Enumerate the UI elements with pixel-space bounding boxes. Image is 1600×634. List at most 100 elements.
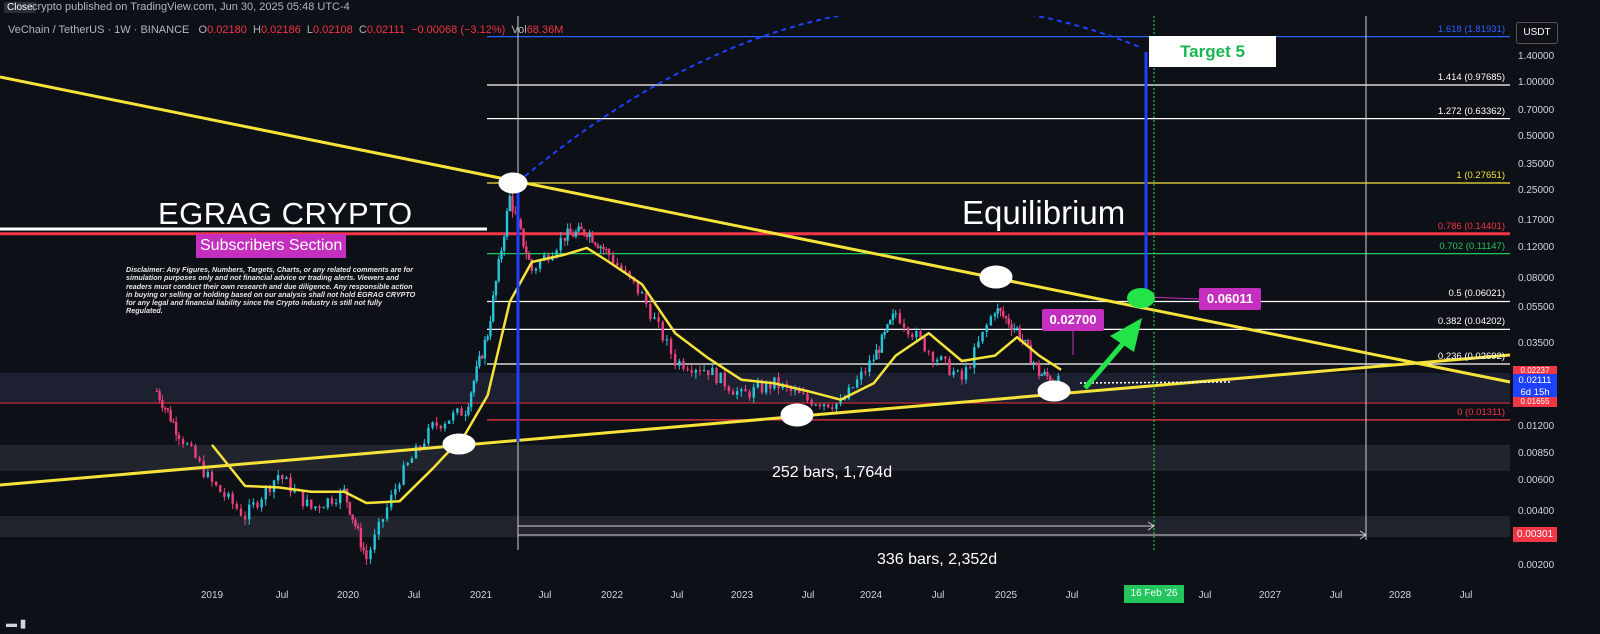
candle-body [305,499,309,506]
candle-body [868,360,871,372]
candle-body [886,324,889,332]
candle-body [210,471,214,482]
fib-label-6: 0.5 (0.06021) [1448,288,1505,300]
time-tick: Jul [407,590,421,601]
candle-body [818,404,822,407]
candle-body [334,503,338,505]
candle-body [354,519,357,527]
candle-body [522,228,525,247]
candle-body [875,349,878,360]
price-tick: 0.00600 [1518,474,1555,486]
equilibrium-label: Equilibrium [962,194,1126,231]
candle-body [1015,327,1019,329]
candle-body [505,210,509,237]
candle-body [394,488,397,495]
price-tick: 0.25000 [1518,184,1555,196]
tradingview-logo-icon: ▬ ▮ [6,618,27,630]
candle-body [764,382,768,393]
price-tick: 0.05500 [1518,302,1555,314]
candle-body [519,219,522,229]
candle-body [915,331,918,338]
candle-body [563,237,567,241]
candle-body [839,399,842,404]
candle-body [318,506,321,509]
legend: VeChain / TetherUS · 1W · BINANCE O0.021… [8,24,563,36]
current-price: 0.02111 [1518,375,1552,386]
bars-range-label-2: 336 bars, 2,352d [877,551,998,568]
fib-label-7: 0.382 (0.04202) [1437,316,1505,328]
candle-body [1048,376,1052,382]
candle-body [373,534,376,550]
candle-body [574,231,578,237]
candle-body [348,502,352,515]
bars-range-label-1: 252 bars, 1,764d [772,464,893,481]
time-tick: 2023 [730,590,754,601]
candle-body [798,390,801,394]
candle-body [864,371,867,373]
candle-body [744,389,747,392]
candle-body [902,323,906,328]
ma-line [211,246,1062,505]
bottom-bar: ▬ ▮ [0,613,1600,634]
candle-body [814,404,817,406]
candle-body [163,407,167,409]
close-button[interactable]: Close [4,2,36,13]
countdown: 6d 15h [1520,386,1550,398]
candle-body [756,383,760,388]
candle-body [497,259,500,282]
candle-body [727,386,731,392]
price-tick: 0.50000 [1518,130,1555,142]
candle-body [219,485,222,493]
candle-body [594,242,597,245]
circle-2020-low [442,433,476,455]
price-tick: 0.00400 [1518,506,1555,518]
candle-body [891,313,895,321]
candle-body [443,423,447,429]
candle-body [161,400,164,408]
candle-body [580,226,583,230]
candle-body [500,250,503,260]
candle-body [1004,316,1008,319]
fib-label-3: 1 (0.27651) [1456,170,1505,182]
candle-body [1002,311,1005,317]
price-chart[interactable] [0,16,1600,613]
candle-body [582,229,586,235]
time-tick: 2025 [994,590,1018,601]
candle-body [748,391,751,398]
candle-body [166,408,170,411]
candle-body [198,457,201,461]
candle-body [640,292,644,294]
legend-close: 0.02111 [366,24,405,36]
fib-label-5: 0.702 (0.11147) [1439,240,1505,252]
fib-lines [0,36,1510,421]
candle-body [231,493,234,504]
candle-body [927,351,931,353]
candle-body [314,506,317,509]
candles [155,193,1060,565]
candle-body [206,471,210,477]
price-tick: 0.00200 [1518,560,1555,571]
circle-target [1127,288,1155,308]
time-tick: 2019 [200,590,224,601]
candle-body [731,391,735,395]
zone-bands [0,372,1510,538]
candle-body [174,422,178,435]
candle-body [760,383,764,393]
candle-body [985,325,988,332]
candle-body [427,427,430,444]
candle-body [636,281,640,294]
candle-body [711,367,714,376]
candle-body [835,403,838,410]
candle-body [826,404,830,408]
time-tick: Jul [538,590,552,601]
price-tag-above: 0.02237 [1513,366,1557,376]
candle-body [452,412,455,421]
candle-body [645,292,648,304]
candle-body [264,486,267,500]
currency-selector[interactable]: USDT [1516,22,1558,44]
candle-body [543,255,546,261]
time-tick: Jul [1329,590,1343,601]
green-arrow-shaft [1083,338,1128,390]
candle-body [831,407,834,410]
candle-body [480,355,484,359]
